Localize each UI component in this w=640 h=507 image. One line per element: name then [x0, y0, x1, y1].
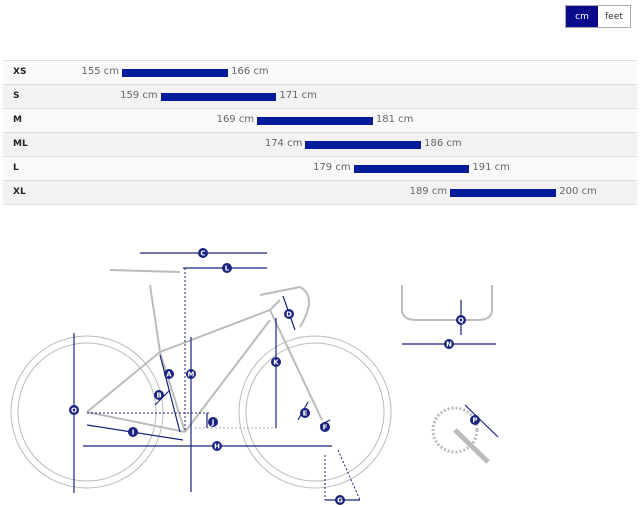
frame-tube — [159, 309, 271, 353]
size-label: L — [13, 163, 19, 173]
dimension-arrow-a — [159, 354, 181, 433]
crank-arm — [453, 428, 490, 464]
dimension-badge-d — [284, 309, 294, 319]
height-min: 159 cm — [120, 90, 158, 101]
size-label: M — [13, 115, 22, 125]
dimension-label-j: J — [211, 419, 215, 427]
size-label: XL — [13, 187, 26, 197]
frame-tube — [86, 351, 161, 413]
dimension-label-k: K — [273, 359, 279, 367]
frame-tube — [149, 284, 161, 353]
height-min: 189 cm — [409, 186, 448, 197]
height-max: 166 cm — [231, 66, 269, 77]
frame-tube — [86, 411, 186, 433]
dimension-label-h: H — [214, 443, 220, 451]
size-label: S — [13, 91, 20, 101]
height-range-bar — [450, 189, 557, 197]
dimension-label-n: N — [446, 341, 452, 349]
size-row: XS 155 cm 166 cm — [3, 61, 637, 85]
height-range-bar — [257, 117, 373, 125]
handlebar-front — [401, 285, 493, 321]
height-min: 174 cm — [264, 138, 303, 149]
wheel — [238, 335, 392, 489]
handlebar-drop — [299, 286, 310, 328]
height-min: 155 cm — [81, 66, 119, 77]
frame-tube — [109, 269, 181, 273]
size-row: M 169 cm 181 cm — [3, 109, 637, 133]
dimension-badge-m — [186, 369, 196, 379]
chainring — [431, 406, 479, 454]
dimension-badge-o — [69, 405, 79, 415]
frame-tube — [159, 351, 186, 433]
dimension-label-q: Q — [458, 317, 464, 325]
height-max: 191 cm — [472, 162, 510, 173]
height-min: 169 cm — [216, 114, 255, 125]
height-max: 171 cm — [279, 90, 317, 101]
dimension-badge-f — [320, 422, 330, 432]
size-label: XS — [13, 67, 27, 77]
dimension-label-m: M — [188, 371, 195, 379]
height-max: 186 cm — [424, 138, 462, 149]
dimension-badge-c — [198, 248, 208, 258]
wheel-rim — [245, 342, 385, 482]
height-range-bar — [305, 141, 422, 149]
dimension-label-i: I — [132, 429, 135, 437]
dimension-label-c: C — [200, 250, 205, 258]
size-row: ML 174 cm 186 cm — [3, 133, 637, 157]
height-range-bar — [122, 69, 229, 77]
height-range-bar — [353, 165, 470, 173]
dimension-label-b: B — [156, 392, 161, 400]
dimension-label-f: F — [323, 424, 328, 432]
height-range-bar — [160, 93, 277, 101]
unit-toggle[interactable]: cm feet — [565, 5, 631, 28]
dimension-badge-h — [212, 441, 222, 451]
dimension-badge-k — [271, 357, 281, 367]
dimension-badge-n — [444, 339, 454, 349]
dimension-badge-p — [470, 415, 480, 425]
wheel — [10, 335, 164, 489]
frame-tube — [259, 286, 301, 296]
dimension-label-d: D — [286, 311, 292, 319]
dimension-badge-e — [300, 408, 310, 418]
height-max: 200 cm — [559, 186, 597, 197]
dimension-badge-l — [222, 263, 232, 273]
frame-tube — [269, 299, 281, 311]
guide-line — [337, 449, 361, 501]
dimension-badge-g — [335, 495, 345, 505]
dimension-label-a: A — [166, 371, 172, 379]
dimension-badge-b — [154, 390, 164, 400]
size-table: XS 155 cm 166 cm S 159 cm 171 cm M 169 cm … — [3, 60, 637, 205]
dimension-label-o: O — [71, 407, 77, 415]
unit-cm-button[interactable]: cm — [566, 6, 598, 27]
dimension-label-e: E — [303, 410, 308, 418]
size-label: ML — [13, 139, 28, 149]
dimension-badge-i — [128, 427, 138, 437]
dimension-arrow-p — [464, 404, 499, 438]
size-row: S 159 cm 171 cm — [3, 85, 637, 109]
unit-feet-button[interactable]: feet — [598, 6, 630, 27]
height-max: 181 cm — [375, 114, 414, 125]
size-row: XL 189 cm 200 cm — [3, 181, 637, 205]
dimension-badge-q — [456, 315, 466, 325]
dimension-label-g: G — [337, 497, 343, 505]
wheel-rim — [17, 342, 157, 482]
size-row: L 179 cm 191 cm — [3, 157, 637, 181]
dimension-badge-a — [164, 369, 174, 379]
height-min: 179 cm — [313, 162, 351, 173]
dimension-label-p: P — [472, 417, 477, 425]
dimension-badge-j — [208, 417, 218, 427]
dimension-label-l: L — [225, 265, 230, 273]
frame-tube — [269, 309, 323, 421]
